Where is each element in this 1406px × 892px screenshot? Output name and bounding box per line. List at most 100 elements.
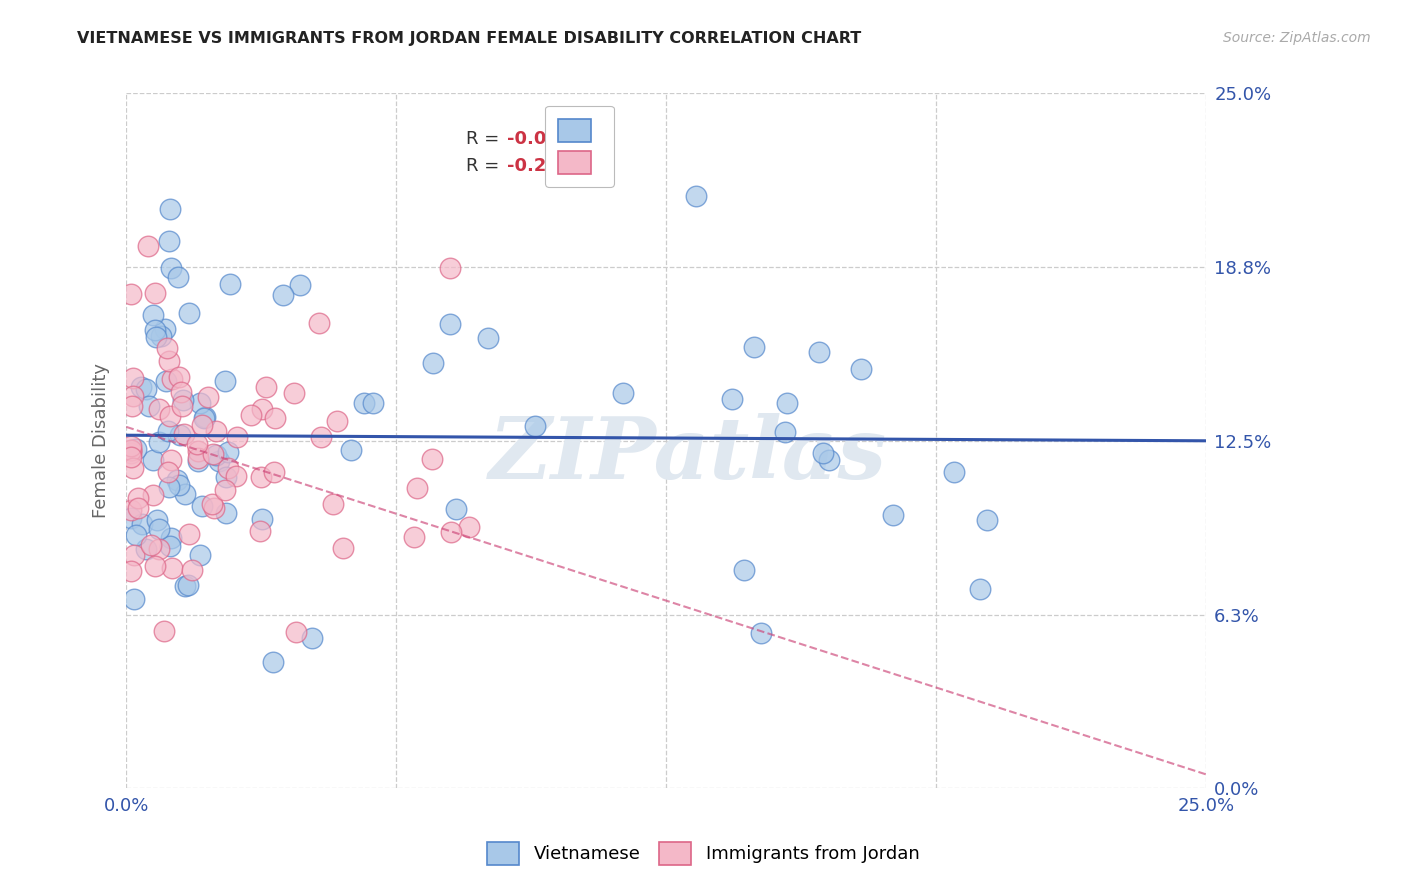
Point bbox=[201, 496, 224, 510]
Point bbox=[125, 442, 148, 457]
Point bbox=[155, 375, 177, 389]
Point bbox=[172, 399, 194, 413]
Point bbox=[363, 395, 385, 409]
Point bbox=[148, 522, 170, 536]
Point bbox=[170, 384, 193, 399]
Point bbox=[721, 392, 744, 406]
Point bbox=[254, 379, 277, 393]
Point bbox=[159, 202, 181, 216]
Point bbox=[174, 579, 197, 593]
Point bbox=[138, 399, 160, 413]
Point bbox=[177, 306, 200, 320]
Point bbox=[153, 624, 176, 638]
Text: R =: R = bbox=[467, 157, 505, 176]
Point bbox=[353, 396, 375, 410]
Point bbox=[290, 277, 312, 292]
Point bbox=[882, 508, 904, 522]
Point bbox=[439, 317, 461, 331]
Point bbox=[148, 401, 170, 416]
Point bbox=[204, 424, 226, 438]
Point bbox=[167, 369, 190, 384]
Point bbox=[942, 465, 965, 479]
Point bbox=[157, 234, 180, 248]
Point bbox=[252, 512, 274, 526]
Point bbox=[148, 542, 170, 557]
Point bbox=[191, 499, 214, 513]
Legend: , : , bbox=[546, 106, 614, 186]
Point bbox=[120, 511, 142, 525]
Point bbox=[135, 542, 157, 557]
Point bbox=[172, 393, 194, 408]
Point bbox=[322, 497, 344, 511]
Legend: Vietnamese, Immigrants from Jordan: Vietnamese, Immigrants from Jordan bbox=[475, 831, 931, 876]
Point bbox=[976, 513, 998, 527]
Point bbox=[458, 520, 481, 534]
Point bbox=[127, 491, 149, 506]
Point bbox=[326, 413, 349, 427]
Y-axis label: Female Disability: Female Disability bbox=[93, 363, 110, 518]
Point bbox=[120, 502, 142, 516]
Point bbox=[214, 374, 236, 388]
Point bbox=[156, 424, 179, 438]
Point bbox=[120, 564, 142, 578]
Point bbox=[121, 400, 143, 414]
Point bbox=[125, 527, 148, 541]
Point bbox=[283, 385, 305, 400]
Point bbox=[120, 443, 142, 458]
Point bbox=[217, 445, 239, 459]
Point bbox=[271, 288, 294, 302]
Point bbox=[142, 488, 165, 502]
Point bbox=[201, 447, 224, 461]
Point bbox=[744, 340, 766, 354]
Point bbox=[264, 411, 287, 425]
Point bbox=[808, 344, 831, 359]
Point bbox=[143, 285, 166, 300]
Point bbox=[219, 277, 242, 291]
Point bbox=[284, 624, 307, 639]
Point bbox=[226, 430, 249, 444]
Point bbox=[733, 563, 755, 577]
Text: ZIPatlas: ZIPatlas bbox=[489, 413, 887, 497]
Point bbox=[159, 539, 181, 553]
Point bbox=[186, 436, 208, 450]
Point bbox=[263, 656, 285, 670]
Text: 69: 69 bbox=[591, 157, 616, 176]
Point bbox=[127, 500, 149, 515]
Point bbox=[129, 380, 152, 394]
Point bbox=[169, 428, 191, 442]
Point bbox=[309, 430, 332, 444]
Point bbox=[187, 453, 209, 467]
Point bbox=[685, 188, 707, 202]
Point bbox=[143, 559, 166, 574]
Point bbox=[406, 481, 429, 495]
Point bbox=[263, 465, 285, 479]
Point bbox=[173, 427, 195, 442]
Point bbox=[332, 541, 354, 556]
Point bbox=[180, 563, 202, 577]
Point bbox=[135, 382, 157, 396]
Point bbox=[122, 389, 145, 403]
Point bbox=[188, 548, 211, 562]
Point bbox=[122, 460, 145, 475]
Point bbox=[145, 513, 167, 527]
Point bbox=[177, 526, 200, 541]
Point bbox=[187, 450, 209, 465]
Text: -0.009: -0.009 bbox=[508, 129, 572, 147]
Point bbox=[156, 466, 179, 480]
Point bbox=[202, 501, 225, 516]
Point bbox=[444, 502, 467, 516]
Point bbox=[150, 329, 173, 343]
Point bbox=[153, 321, 176, 335]
Point bbox=[250, 470, 273, 484]
Point bbox=[205, 448, 228, 462]
Point bbox=[120, 446, 142, 460]
Text: -0.226: -0.226 bbox=[508, 157, 572, 176]
Point bbox=[301, 631, 323, 645]
Point bbox=[160, 261, 183, 276]
Point bbox=[249, 524, 271, 538]
Point bbox=[193, 410, 215, 425]
Point bbox=[160, 372, 183, 386]
Point bbox=[773, 425, 796, 439]
Point bbox=[166, 473, 188, 487]
Point bbox=[524, 419, 547, 434]
